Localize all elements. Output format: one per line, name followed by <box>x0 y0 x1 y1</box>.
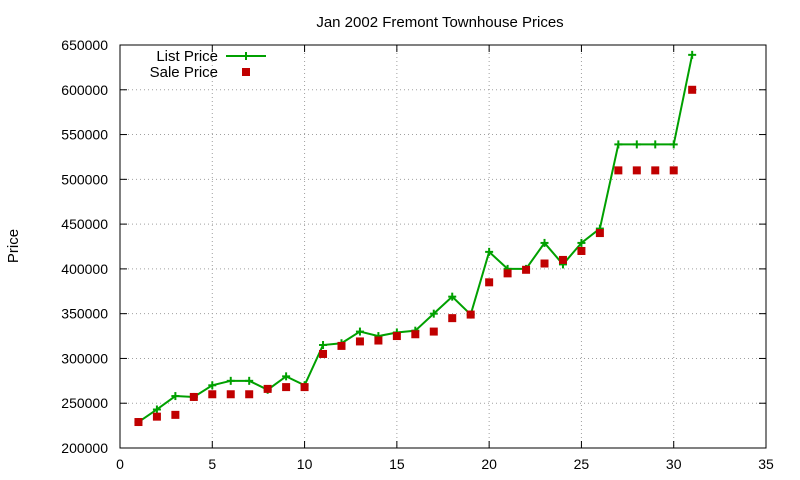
y-tick-label: 450000 <box>61 216 108 232</box>
grid-lines <box>120 45 766 448</box>
list-price-point <box>540 238 549 247</box>
sale-price-point <box>392 332 401 341</box>
legend-label: Sale Price <box>150 64 218 81</box>
x-tick-label: 35 <box>758 456 774 472</box>
sale-price-point <box>337 341 346 350</box>
y-tick-label: 250000 <box>61 395 108 411</box>
x-tick-label: 25 <box>574 456 590 472</box>
sale-price-point <box>448 314 457 323</box>
x-tick-label: 20 <box>481 456 497 472</box>
list-price-point <box>152 405 161 414</box>
sale-price-point <box>319 349 328 358</box>
y-tick-label: 400000 <box>61 261 108 277</box>
list-price-point <box>448 292 457 301</box>
list-price-point <box>282 372 291 381</box>
y-tick-label: 650000 <box>61 37 108 53</box>
sale-price-point <box>577 246 586 255</box>
sale-price-point <box>429 327 438 336</box>
sale-price-point <box>595 229 604 238</box>
sale-price-point <box>688 85 697 94</box>
sale-price-point <box>411 330 420 339</box>
list-price-line <box>137 54 694 423</box>
y-tick-label: 600000 <box>61 82 108 98</box>
sale-price-point <box>152 412 161 421</box>
list-price-point <box>319 341 328 350</box>
sale-price-point <box>134 418 143 427</box>
list-price-point <box>355 327 364 336</box>
chart-title: Jan 2002 Fremont Townhouse Prices <box>316 14 563 31</box>
sale-price-point <box>669 166 678 175</box>
plot-frame <box>119 44 767 449</box>
list-price-point <box>688 50 697 59</box>
x-tick-label: 10 <box>297 456 313 472</box>
list-price-point <box>485 247 494 256</box>
sale-price-point <box>245 390 254 399</box>
sale-price-point <box>651 166 660 175</box>
list-price-point <box>226 376 235 385</box>
y-tick-label: 550000 <box>61 127 108 143</box>
x-tick-label: 30 <box>666 456 682 472</box>
sale-price-point <box>189 392 198 401</box>
legend-label: List Price <box>156 48 218 65</box>
sale-price-point <box>263 384 272 393</box>
y-axis-label: Price <box>5 229 22 263</box>
sale-price-point <box>226 390 235 399</box>
x-tick-label: 5 <box>208 456 216 472</box>
plot-border <box>119 44 767 449</box>
list-price-point <box>669 140 678 149</box>
sale-price-point <box>540 259 549 268</box>
sale-price-point <box>374 336 383 345</box>
list-price-point <box>171 392 180 401</box>
data-series <box>134 50 697 427</box>
list-price-point <box>208 381 217 390</box>
sale-price-point <box>171 410 180 419</box>
sale-price-point <box>300 383 309 392</box>
list-price-point <box>651 140 660 149</box>
y-tick-label: 500000 <box>61 171 108 187</box>
sale-price-point <box>208 390 217 399</box>
y-tick-label: 350000 <box>61 306 108 322</box>
series-sale-price <box>134 85 697 427</box>
axis-ticks: 0 5 10 15 20 25 30 35 200000 250000 300000 350000 40… <box>61 37 774 472</box>
y-tick-label: 300000 <box>61 350 108 366</box>
y-tick-label: 200000 <box>61 440 108 456</box>
x-tick-label: 0 <box>116 456 124 472</box>
list-price-point <box>577 238 586 247</box>
list-price-point <box>632 140 641 149</box>
sale-price-point <box>466 310 475 319</box>
list-price-point <box>245 376 254 385</box>
legend-plus-marker <box>242 52 250 60</box>
sale-price-point <box>355 337 364 346</box>
list-price-point <box>614 140 623 149</box>
sale-price-point <box>558 255 567 264</box>
sale-price-point <box>282 383 291 392</box>
sale-price-point <box>632 166 641 175</box>
sale-price-point <box>503 269 512 278</box>
list-price-point <box>429 309 438 318</box>
sale-price-point <box>614 166 623 175</box>
legend-square-marker <box>242 68 250 76</box>
sale-price-point <box>485 278 494 287</box>
x-tick-label: 15 <box>389 456 405 472</box>
series-list-price <box>134 50 697 427</box>
sale-price-point <box>522 265 531 274</box>
